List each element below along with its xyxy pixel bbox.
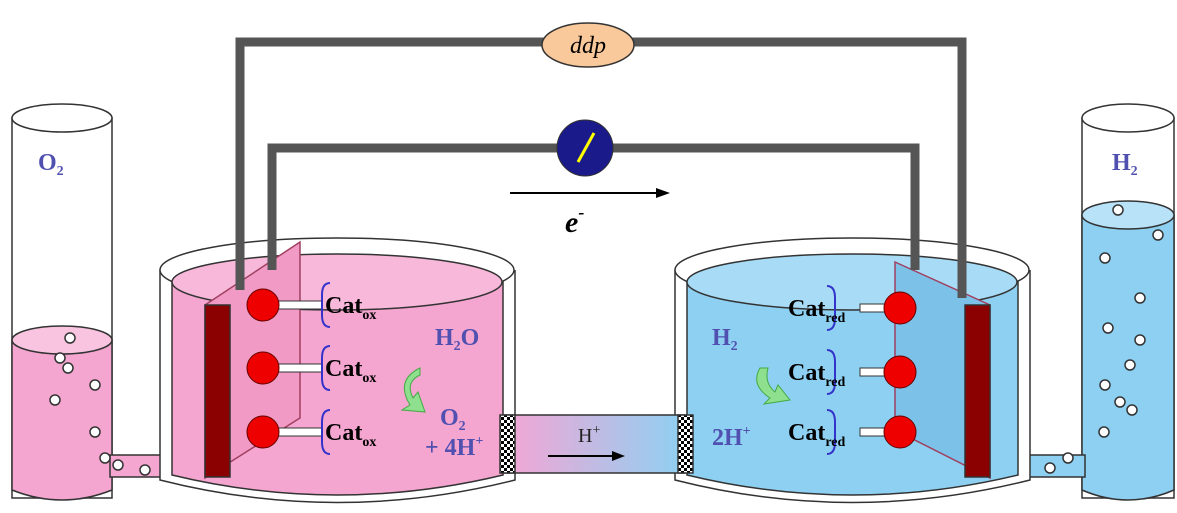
catalyst-label: Catred: [788, 420, 846, 450]
catalyst-ball: [246, 288, 280, 322]
bridge-ion: H+: [578, 423, 600, 447]
bracket: [826, 349, 836, 395]
text: 2: [459, 419, 466, 434]
text: H: [435, 325, 454, 351]
bubble: [1134, 334, 1146, 346]
bracket: [321, 409, 331, 455]
bubble: [1062, 452, 1074, 464]
catalyst-label: Catox: [325, 420, 376, 450]
text: Cat: [325, 356, 362, 382]
catalyst-ball: [246, 351, 280, 385]
text: +: [475, 434, 483, 449]
text: e: [565, 206, 578, 239]
bubble: [64, 332, 76, 344]
text: -: [578, 202, 584, 222]
bubble: [89, 426, 101, 438]
arrowhead: [656, 188, 670, 198]
o2-label: O2: [38, 150, 64, 179]
bubble: [1112, 204, 1124, 216]
swirl-arrows: [400, 367, 791, 413]
electron-label: e-: [565, 202, 584, 239]
bubble: [54, 352, 66, 364]
catalyst-label: Catox: [325, 356, 376, 386]
h2-product: H2: [712, 325, 738, 354]
text: 2: [454, 339, 461, 354]
text: ox: [362, 308, 376, 323]
bubbles: [49, 204, 1164, 476]
text: Cat: [788, 296, 825, 322]
text: +: [743, 424, 751, 439]
text: ox: [362, 371, 376, 386]
bubble: [49, 394, 61, 406]
bubble: [99, 452, 111, 464]
text: red: [825, 435, 845, 450]
bubble: [1102, 322, 1114, 334]
bubble: [62, 362, 74, 374]
text: O: [38, 150, 57, 176]
bubble: [1126, 404, 1138, 416]
text: H: [578, 425, 592, 447]
bubble: [1099, 379, 1111, 391]
bracket: [321, 345, 331, 391]
text: O: [461, 325, 480, 351]
bracket: [826, 285, 836, 331]
bubble: [1098, 426, 1110, 438]
catalyst-label: Catred: [788, 360, 846, 390]
catalyst-ball: [246, 415, 280, 449]
h-product: + 4H+: [425, 434, 483, 461]
catalyst-label: Catred: [788, 296, 846, 326]
text: 2: [731, 339, 738, 354]
text: Cat: [788, 360, 825, 386]
h2-label: H2: [1112, 150, 1138, 179]
h2o-label: H2O: [435, 325, 479, 354]
ddp-box: [541, 22, 635, 68]
bubble: [1099, 252, 1111, 264]
needle: [576, 132, 596, 163]
text: 2H: [712, 425, 743, 451]
bubble: [139, 464, 151, 476]
bubble: [89, 379, 101, 391]
text: ox: [362, 435, 376, 450]
h-reactant: 2H+: [712, 424, 751, 451]
text: + 4H: [425, 435, 476, 461]
ddp-label: ddp: [570, 33, 606, 59]
bubble: [112, 459, 124, 471]
text: 2: [57, 164, 64, 179]
o2-product: O2: [440, 405, 466, 434]
text: H: [1112, 150, 1131, 176]
bracket: [826, 409, 836, 455]
bubble: [1044, 462, 1056, 474]
bubble: [1124, 359, 1136, 371]
bubble: [1114, 396, 1126, 408]
text: H: [712, 325, 731, 351]
catalyst-ball: [883, 291, 917, 325]
text: red: [825, 375, 845, 390]
bubble: [1152, 229, 1164, 241]
arrowhead: [612, 451, 625, 461]
bracket: [321, 282, 331, 328]
text: red: [825, 311, 845, 326]
text: Cat: [325, 420, 362, 446]
text: +: [592, 423, 600, 438]
catalyst-ball: [883, 355, 917, 389]
catalyst-ball: [883, 415, 917, 449]
bubble: [1134, 292, 1146, 304]
text: Cat: [788, 420, 825, 446]
text: O: [440, 405, 459, 431]
catalyst-label: Catox: [325, 293, 376, 323]
text: Cat: [325, 293, 362, 319]
text: 2: [1131, 164, 1138, 179]
